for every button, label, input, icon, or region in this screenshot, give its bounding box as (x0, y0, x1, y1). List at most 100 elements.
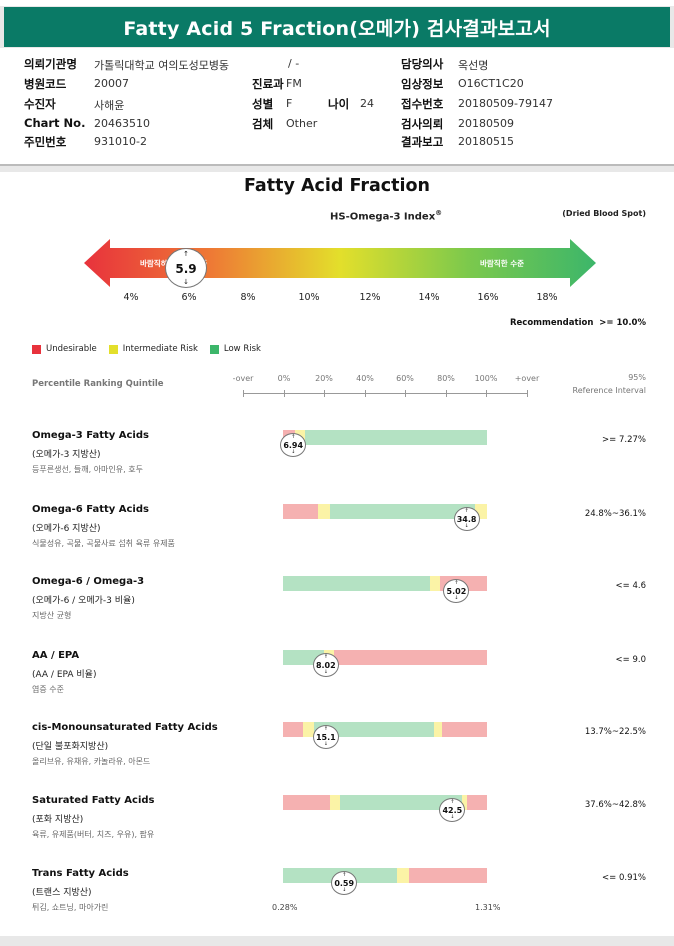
specimen-value: Other (286, 117, 318, 130)
result-description: 등푸른생선, 들깨, 아마인유, 호두 (32, 465, 143, 474)
result-description: 염증 수준 (32, 685, 64, 694)
dept-value: FM (286, 77, 302, 90)
hospital-code-label: 병원코드 (24, 77, 67, 91)
percentile-scale-label: +over (514, 374, 540, 383)
percentile-scale-label: 60% (396, 374, 414, 383)
resident-value: 931010-2 (94, 135, 147, 148)
result-subtitle: (오메가-6 지방산) (32, 524, 101, 534)
age-value: 24 (360, 97, 374, 110)
bar-segment-yellow (433, 722, 443, 737)
bar-segment-green (305, 430, 487, 445)
bar-segment-red (409, 868, 487, 883)
percentile-scale-label: 0% (277, 374, 291, 383)
reference-interval: 37.6%~42.8% (584, 800, 646, 810)
index-tick-label: 4% (123, 292, 139, 303)
result-description: 튀김, 쇼트닝, 마아가린 (32, 903, 109, 912)
bar-segment-red (466, 795, 487, 810)
dept-label: 진료과 (252, 77, 284, 91)
bar-segment-red (283, 504, 318, 519)
reference-interval: <= 4.6 (615, 581, 646, 591)
result-value-marker: ↑ 5.02 ↓ (443, 579, 470, 603)
receipt-value: 20180509-79147 (458, 97, 553, 110)
axis-min-label: 0.28% (272, 903, 298, 912)
legend-red-swatch (32, 344, 41, 354)
result-description: 육류, 유제품(버터, 치즈, 우유), 팜유 (32, 830, 155, 839)
bar-segment-red (333, 650, 487, 665)
report-heading: Fatty Acid Fraction (244, 176, 430, 196)
reference-interval: <= 9.0 (615, 655, 646, 665)
legend-undesirable: Undesirable (46, 344, 97, 354)
legend: Undesirable Intermediate Risk Low Risk (32, 344, 273, 354)
examinee-label: 수진자 (24, 97, 56, 111)
report-title: Fatty Acid 5 Fraction(오메가) 검사결과보고서 (4, 7, 670, 47)
index-gradient-arrow: 바람직하지 않은 수준 바람직한 수준 (84, 239, 596, 287)
result-value-marker: ↑ 42.5 ↓ (439, 798, 466, 822)
specimen-note: (Dried Blood Spot) (562, 209, 646, 218)
result-value-marker: ↑ 6.94 ↓ (280, 433, 307, 457)
result-row: Omega-3 Fatty Acids (오메가-3 지방산) 등푸른생선, 들깨,… (0, 430, 674, 502)
reference-interval: >= 7.27% (602, 435, 646, 445)
bar-segment-green (329, 504, 475, 519)
index-title: HS-Omega-3 Index® (330, 209, 443, 223)
result-row: Saturated Fatty Acids (포화 지방산) 육류, 유제품(버터,… (0, 795, 674, 867)
result-subtitle: (오메가-3 지방산) (32, 450, 101, 460)
doctor-value: 옥선명 (458, 59, 489, 72)
index-tick-label: 6% (181, 292, 197, 303)
patient-info: 의뢰기관명 가톨릭대학교 여의도성모병동 / - 담당의사 옥선명 병원코드 2… (0, 48, 674, 166)
result-name: Trans Fatty Acids (32, 868, 129, 879)
bar-segment-green (283, 576, 430, 591)
ward-value: / - (288, 57, 300, 70)
result-description: 지방산 균형 (32, 611, 72, 620)
report-body: Fatty Acid Fraction HS-Omega-3 Index® (D… (0, 172, 674, 936)
result-value-marker: ↑ 34.8 ↓ (453, 507, 480, 531)
hospital-code-value: 20007 (94, 77, 129, 90)
sex-label: 성별 (252, 97, 274, 111)
result-row: AA / EPA (AA / EPA 비율) 염증 수준 <= 9.0 ↑ 8.02 ↓ (0, 650, 674, 722)
result-bar (283, 795, 487, 810)
arrow-right-text: 바람직한 수준 (480, 259, 525, 268)
result-subtitle: (포화 지방산) (32, 815, 84, 825)
result-label: 결과보고 (401, 135, 444, 149)
recommendation: Recommendation >= 10.0% (509, 318, 646, 328)
institution-value: 가톨릭대학교 여의도성모병동 (94, 59, 230, 72)
bar-segment-yellow (429, 576, 441, 591)
legend-low: Low Risk (223, 344, 261, 354)
axis-max-label: 1.31% (475, 903, 501, 912)
result-row: cis-Monounsaturated Fatty Acids (단일 불포화지방… (0, 722, 674, 794)
result-value-marker: ↑ 15.1 ↓ (312, 725, 339, 749)
result-name: Omega-6 Fatty Acids (32, 504, 149, 515)
legend-green-swatch (209, 344, 219, 354)
bar-segment-red (283, 722, 304, 737)
index-tick-label: 16% (477, 292, 499, 303)
result-name: Saturated Fatty Acids (32, 795, 155, 806)
index-tick-label: 12% (359, 292, 381, 303)
index-value-marker: ↑ 5.9 ↓ (165, 248, 207, 288)
clinical-label: 임상정보 (401, 77, 444, 91)
percentile-scale-label: 100% (474, 374, 498, 383)
result-value: 20180515 (458, 135, 514, 148)
percentile-scale-label: 40% (356, 374, 374, 383)
reference-header: 95% Reference Interval (572, 373, 646, 395)
chart-label: Chart No. (24, 116, 86, 130)
result-subtitle: (AA / EPA 비율) (32, 670, 97, 680)
result-row: Omega-6 Fatty Acids (오메가-6 지방산) 식물성유, 곡물, … (0, 504, 674, 576)
result-row: Trans Fatty Acids (트랜스 지방산) 튀김, 쇼트닝, 마아가린 <… (0, 868, 674, 940)
bar-segment-red (283, 795, 330, 810)
result-subtitle: (트랜스 지방산) (32, 888, 92, 898)
result-name: AA / EPA (32, 650, 80, 661)
percentile-scale-line (243, 393, 527, 394)
legend-yellow-swatch (108, 344, 118, 354)
result-description: 올리브유, 유채유, 카놀라유, 아몬드 (32, 757, 151, 766)
result-subtitle: (오메가-6 / 오메가-3 비율) (32, 596, 135, 606)
request-value: 20180509 (458, 117, 514, 130)
index-tick-label: 8% (240, 292, 256, 303)
reference-interval: <= 0.91% (602, 873, 646, 883)
percentile-scale-tick (527, 390, 528, 397)
percentile-scale-label: 20% (315, 374, 333, 383)
bar-segment-green (313, 722, 434, 737)
sex-value: F (286, 97, 293, 110)
result-value-marker: ↑ 0.59 ↓ (331, 871, 358, 895)
legend-intermediate: Intermediate Risk (122, 344, 198, 354)
bar-segment-yellow (317, 504, 330, 519)
result-value-marker: ↑ 8.02 ↓ (312, 653, 339, 677)
